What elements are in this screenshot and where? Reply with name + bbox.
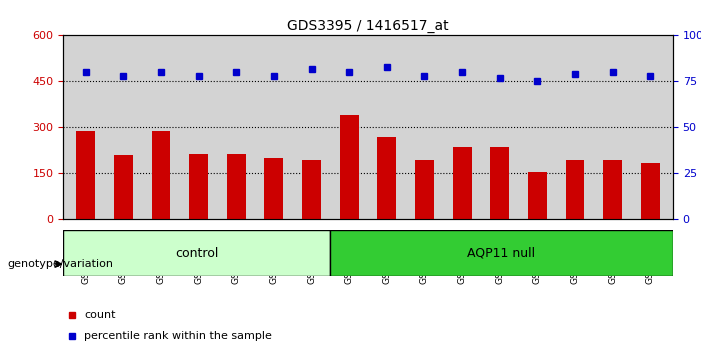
Bar xyxy=(151,131,170,219)
Bar xyxy=(415,160,434,219)
Bar xyxy=(63,230,330,276)
Bar xyxy=(453,147,472,219)
Bar xyxy=(566,160,585,219)
Text: count: count xyxy=(84,310,116,320)
Bar xyxy=(189,154,208,219)
Bar xyxy=(264,158,283,219)
Bar xyxy=(114,155,132,219)
Text: percentile rank within the sample: percentile rank within the sample xyxy=(84,331,272,341)
Bar xyxy=(641,163,660,219)
Text: AQP11 null: AQP11 null xyxy=(468,247,536,259)
Bar xyxy=(528,172,547,219)
Bar xyxy=(604,160,622,219)
Bar xyxy=(491,147,509,219)
Bar xyxy=(377,137,396,219)
Bar xyxy=(302,160,321,219)
Bar xyxy=(227,154,245,219)
Bar xyxy=(330,230,673,276)
Text: genotype/variation: genotype/variation xyxy=(7,259,113,269)
Bar xyxy=(340,115,359,219)
Title: GDS3395 / 1416517_at: GDS3395 / 1416517_at xyxy=(287,19,449,33)
Text: control: control xyxy=(175,247,218,259)
Bar xyxy=(76,131,95,219)
